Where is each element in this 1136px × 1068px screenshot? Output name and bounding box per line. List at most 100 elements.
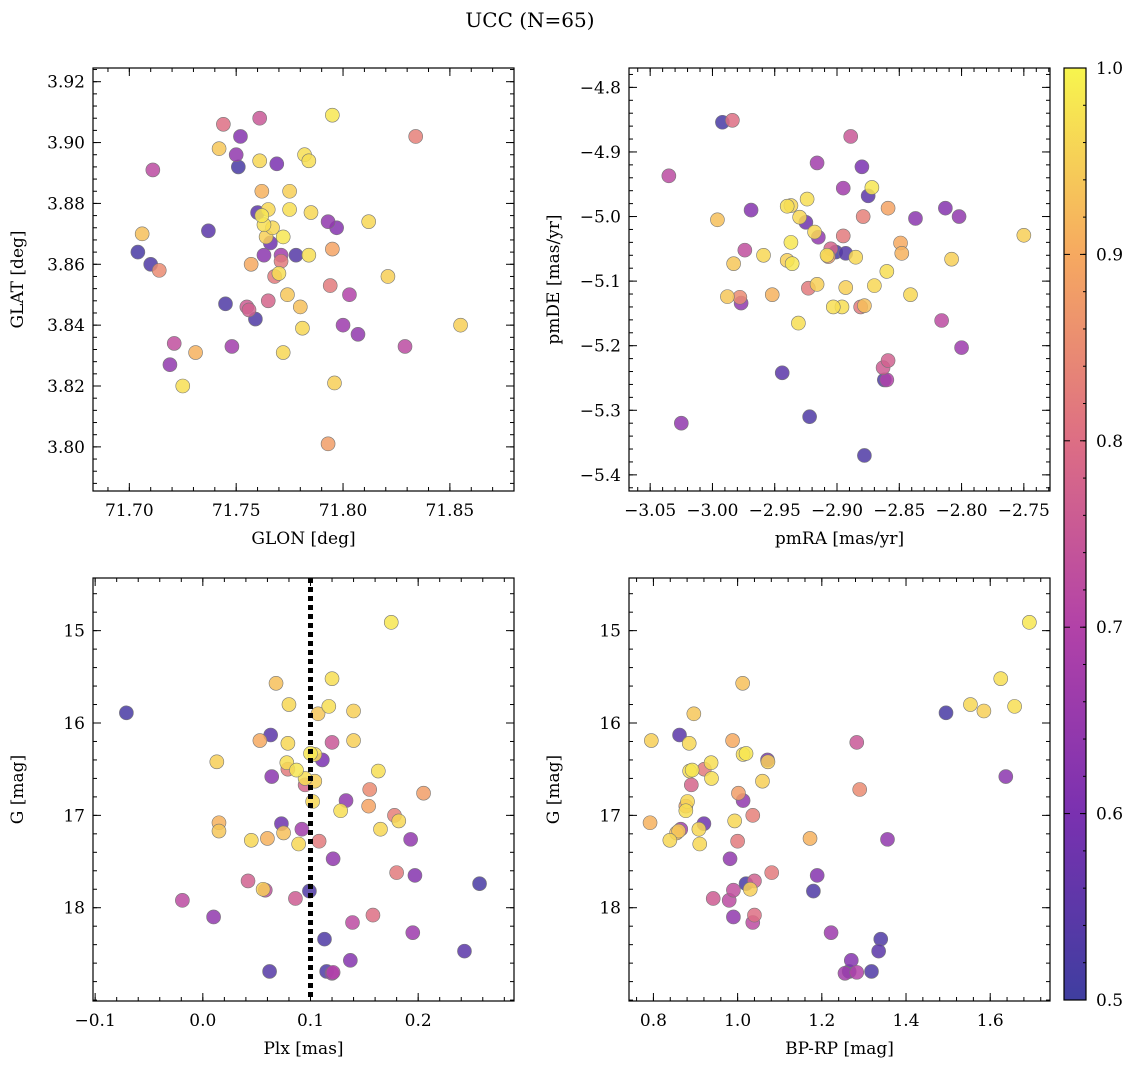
scatter-point <box>289 762 304 778</box>
scatter-point <box>209 754 225 770</box>
y-tick-label: 3.82 <box>47 377 85 397</box>
scatter-point <box>320 436 336 452</box>
scatter-point <box>325 241 340 257</box>
y-axis-label: pmDE [mas/yr] <box>544 214 564 344</box>
scatter-point <box>802 831 818 846</box>
scatter-point <box>373 821 388 837</box>
panel-pmra-pmde: −3.05 −3.00 −2.95 −2.90 −2.85 −2.80 −2.75 −5.4 −… <box>544 67 1051 549</box>
scatter-point <box>852 782 868 797</box>
scatter-point <box>838 280 854 295</box>
scatter-point <box>252 110 267 126</box>
scatter-point <box>389 865 404 880</box>
scatter-point <box>951 209 967 224</box>
scatter-point <box>321 699 337 714</box>
scatter-point <box>292 299 308 315</box>
scatter-point <box>240 873 256 889</box>
scatter-point <box>343 953 358 968</box>
scatter-point <box>722 851 738 867</box>
scatter-point <box>241 302 257 318</box>
scatter-point <box>264 769 280 784</box>
scatter-point <box>998 769 1014 784</box>
scatter-point <box>294 821 310 837</box>
scatter-point <box>894 246 910 261</box>
x-axis-label: GLON [deg] <box>251 529 355 549</box>
scatter-point <box>175 378 191 394</box>
scatter-point <box>735 675 750 691</box>
scatter-point <box>317 931 332 947</box>
y-tick-label: −4.9 <box>580 143 621 163</box>
scatter-point <box>864 964 879 979</box>
x-tick-label: 71.70 <box>105 501 154 521</box>
x-tick-label: −2.95 <box>749 501 801 521</box>
scatter-point <box>867 278 882 293</box>
y-tick-label: 15 <box>599 622 621 642</box>
scatter-point <box>880 832 895 847</box>
scatter-point <box>273 253 289 269</box>
scatter-point <box>254 208 270 223</box>
x-tick-label: −3.00 <box>686 501 738 521</box>
scatter-point <box>678 803 694 819</box>
x-axis-label: pmRA [mas/yr] <box>775 529 904 549</box>
scatter-point <box>755 773 770 789</box>
scatter-point <box>280 287 295 303</box>
colorbar-tick-label: 0.6 <box>1096 805 1123 825</box>
scatter-point <box>819 247 835 263</box>
scatter-point <box>879 372 895 388</box>
x-tick-label: 1.0 <box>724 1011 751 1031</box>
scatter-point <box>130 244 146 260</box>
scatter-point <box>835 228 851 244</box>
y-tick-label: 3.86 <box>47 255 85 275</box>
scatter-point <box>301 153 317 169</box>
scatter-point <box>342 287 357 303</box>
scatter-point <box>783 235 799 250</box>
scatter-point <box>345 915 360 930</box>
scatter-point <box>993 671 1009 686</box>
scatter-point <box>405 925 421 940</box>
scatter-point <box>809 155 825 171</box>
scatter-point <box>325 851 341 867</box>
scatter-point <box>705 891 721 906</box>
scatter-point <box>692 836 708 852</box>
scatter-point <box>295 320 310 336</box>
scatter-point <box>938 200 953 216</box>
scatter-point <box>188 345 203 360</box>
scatter-point <box>686 706 702 722</box>
scatter-point <box>954 340 969 355</box>
scatter-point <box>710 212 725 228</box>
y-tick-label: −4.8 <box>580 78 621 98</box>
scatter-point <box>320 214 336 229</box>
scatter-point <box>243 832 259 848</box>
scatter-point <box>873 931 889 947</box>
colorbar: 0.5 0.6 0.7 0.8 0.9 1.0 <box>1063 59 1123 1011</box>
scatter-point <box>216 116 231 132</box>
scatter-point <box>224 339 240 354</box>
scatter-point <box>880 353 896 368</box>
x-tick-label: −2.85 <box>873 501 925 521</box>
scatter-point <box>260 293 276 309</box>
y-tick-label: 17 <box>63 806 85 826</box>
scatter-point <box>262 964 277 979</box>
scatter-point <box>151 263 167 278</box>
panel-plx-g: −0.1 0.0 0.1 0.2 15 16 17 18 Plx [mas] G [mag] <box>8 577 515 1059</box>
scatter-point <box>738 746 754 761</box>
scatter-point <box>1007 699 1022 714</box>
scatter-point <box>684 777 699 793</box>
scatter-point <box>134 226 150 242</box>
scatter-point <box>726 256 741 271</box>
scatter-point <box>725 733 740 748</box>
scatter-point <box>854 159 870 175</box>
scatter-point <box>857 448 872 463</box>
scatter-point <box>145 162 161 178</box>
scatter-point <box>301 247 317 263</box>
scatter-point <box>737 242 753 258</box>
scatter-point <box>806 883 821 899</box>
y-axis-label: G [mag] <box>8 755 28 824</box>
scatter-point <box>281 697 297 712</box>
y-tick-label: −5.4 <box>580 466 621 486</box>
scatter-point <box>335 317 351 333</box>
colorbar-tick-label: 0.5 <box>1096 991 1123 1011</box>
scatter-point <box>333 803 348 819</box>
y-tick-label: 17 <box>599 806 621 826</box>
scatter-point <box>279 755 295 771</box>
